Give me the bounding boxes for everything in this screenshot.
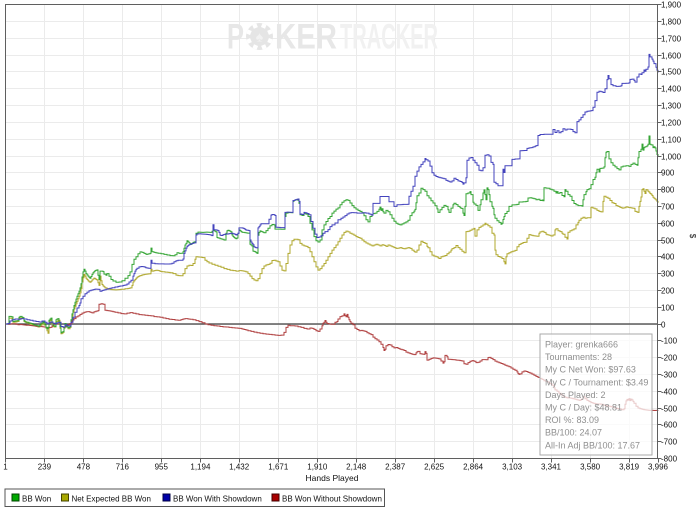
svg-text:400: 400 bbox=[661, 252, 675, 261]
svg-text:KER: KER bbox=[275, 18, 337, 57]
svg-text:716: 716 bbox=[116, 463, 130, 472]
svg-text:All-In Adj BB/100: 17.67: All-In Adj BB/100: 17.67 bbox=[545, 440, 640, 450]
svg-text:-100: -100 bbox=[661, 336, 678, 345]
svg-text:1,910: 1,910 bbox=[307, 463, 328, 472]
svg-text:3,341: 3,341 bbox=[541, 463, 562, 472]
svg-text:-800: -800 bbox=[661, 454, 678, 463]
svg-text:1,000: 1,000 bbox=[661, 152, 682, 161]
svg-text:3,996: 3,996 bbox=[648, 463, 669, 472]
svg-text:♠: ♠ bbox=[256, 29, 264, 45]
svg-text:600: 600 bbox=[661, 219, 675, 228]
svg-text:Player: grenka666: Player: grenka666 bbox=[545, 340, 618, 350]
svg-text:-400: -400 bbox=[661, 387, 678, 396]
svg-text:700: 700 bbox=[661, 202, 675, 211]
svg-text:Net Expected BB Won: Net Expected BB Won bbox=[72, 495, 151, 504]
svg-text:955: 955 bbox=[155, 463, 169, 472]
svg-text:1,400: 1,400 bbox=[661, 84, 682, 93]
svg-text:My C / Tournament: $3.49: My C / Tournament: $3.49 bbox=[545, 377, 648, 387]
svg-text:1,800: 1,800 bbox=[661, 17, 682, 26]
svg-text:500: 500 bbox=[661, 236, 675, 245]
svg-text:Days Played: 2: Days Played: 2 bbox=[545, 390, 606, 400]
svg-text:2,625: 2,625 bbox=[424, 463, 445, 472]
svg-text:BB Won With Showdown: BB Won With Showdown bbox=[173, 495, 262, 504]
svg-text:BB/100: 24.07: BB/100: 24.07 bbox=[545, 428, 602, 438]
svg-text:BB Won Without Showdown: BB Won Without Showdown bbox=[282, 495, 382, 504]
svg-text:1,671: 1,671 bbox=[268, 463, 289, 472]
svg-text:TRACKER: TRACKER bbox=[340, 18, 438, 57]
svg-text:Hands Played: Hands Played bbox=[306, 473, 359, 483]
svg-text:300: 300 bbox=[661, 269, 675, 278]
svg-text:100: 100 bbox=[661, 303, 675, 312]
svg-text:0: 0 bbox=[661, 320, 666, 329]
svg-text:Tournaments: 28: Tournaments: 28 bbox=[545, 352, 612, 362]
svg-text:My C / Day: $48.81: My C / Day: $48.81 bbox=[545, 403, 622, 413]
svg-text:1: 1 bbox=[3, 463, 8, 472]
svg-text:3,819: 3,819 bbox=[619, 463, 640, 472]
svg-text:-300: -300 bbox=[661, 370, 678, 379]
svg-text:1,600: 1,600 bbox=[661, 51, 682, 60]
svg-text:1,200: 1,200 bbox=[661, 118, 682, 127]
svg-text:478: 478 bbox=[77, 463, 91, 472]
svg-text:800: 800 bbox=[661, 185, 675, 194]
svg-text:$: $ bbox=[688, 234, 697, 239]
svg-text:My C Net Won: $97.63: My C Net Won: $97.63 bbox=[545, 365, 636, 375]
svg-text:ROI %: 83.09: ROI %: 83.09 bbox=[545, 415, 599, 425]
svg-text:-500: -500 bbox=[661, 404, 678, 413]
svg-text:2,387: 2,387 bbox=[385, 463, 406, 472]
svg-text:900: 900 bbox=[661, 168, 675, 177]
svg-text:1,432: 1,432 bbox=[229, 463, 250, 472]
svg-text:1,500: 1,500 bbox=[661, 67, 682, 76]
svg-text:2,148: 2,148 bbox=[346, 463, 367, 472]
svg-text:1,300: 1,300 bbox=[661, 101, 682, 110]
svg-text:1,900: 1,900 bbox=[661, 0, 682, 9]
svg-text:3,580: 3,580 bbox=[580, 463, 601, 472]
svg-text:P: P bbox=[227, 18, 244, 57]
svg-text:-200: -200 bbox=[661, 353, 678, 362]
svg-text:1,100: 1,100 bbox=[661, 135, 682, 144]
svg-text:2,864: 2,864 bbox=[463, 463, 484, 472]
svg-text:1,194: 1,194 bbox=[190, 463, 211, 472]
svg-text:-600: -600 bbox=[661, 420, 678, 429]
svg-text:239: 239 bbox=[38, 463, 52, 472]
svg-text:200: 200 bbox=[661, 286, 675, 295]
svg-text:-700: -700 bbox=[661, 437, 678, 446]
svg-text:1,700: 1,700 bbox=[661, 34, 682, 43]
svg-text:3,103: 3,103 bbox=[502, 463, 523, 472]
svg-text:BB Won: BB Won bbox=[22, 495, 51, 504]
